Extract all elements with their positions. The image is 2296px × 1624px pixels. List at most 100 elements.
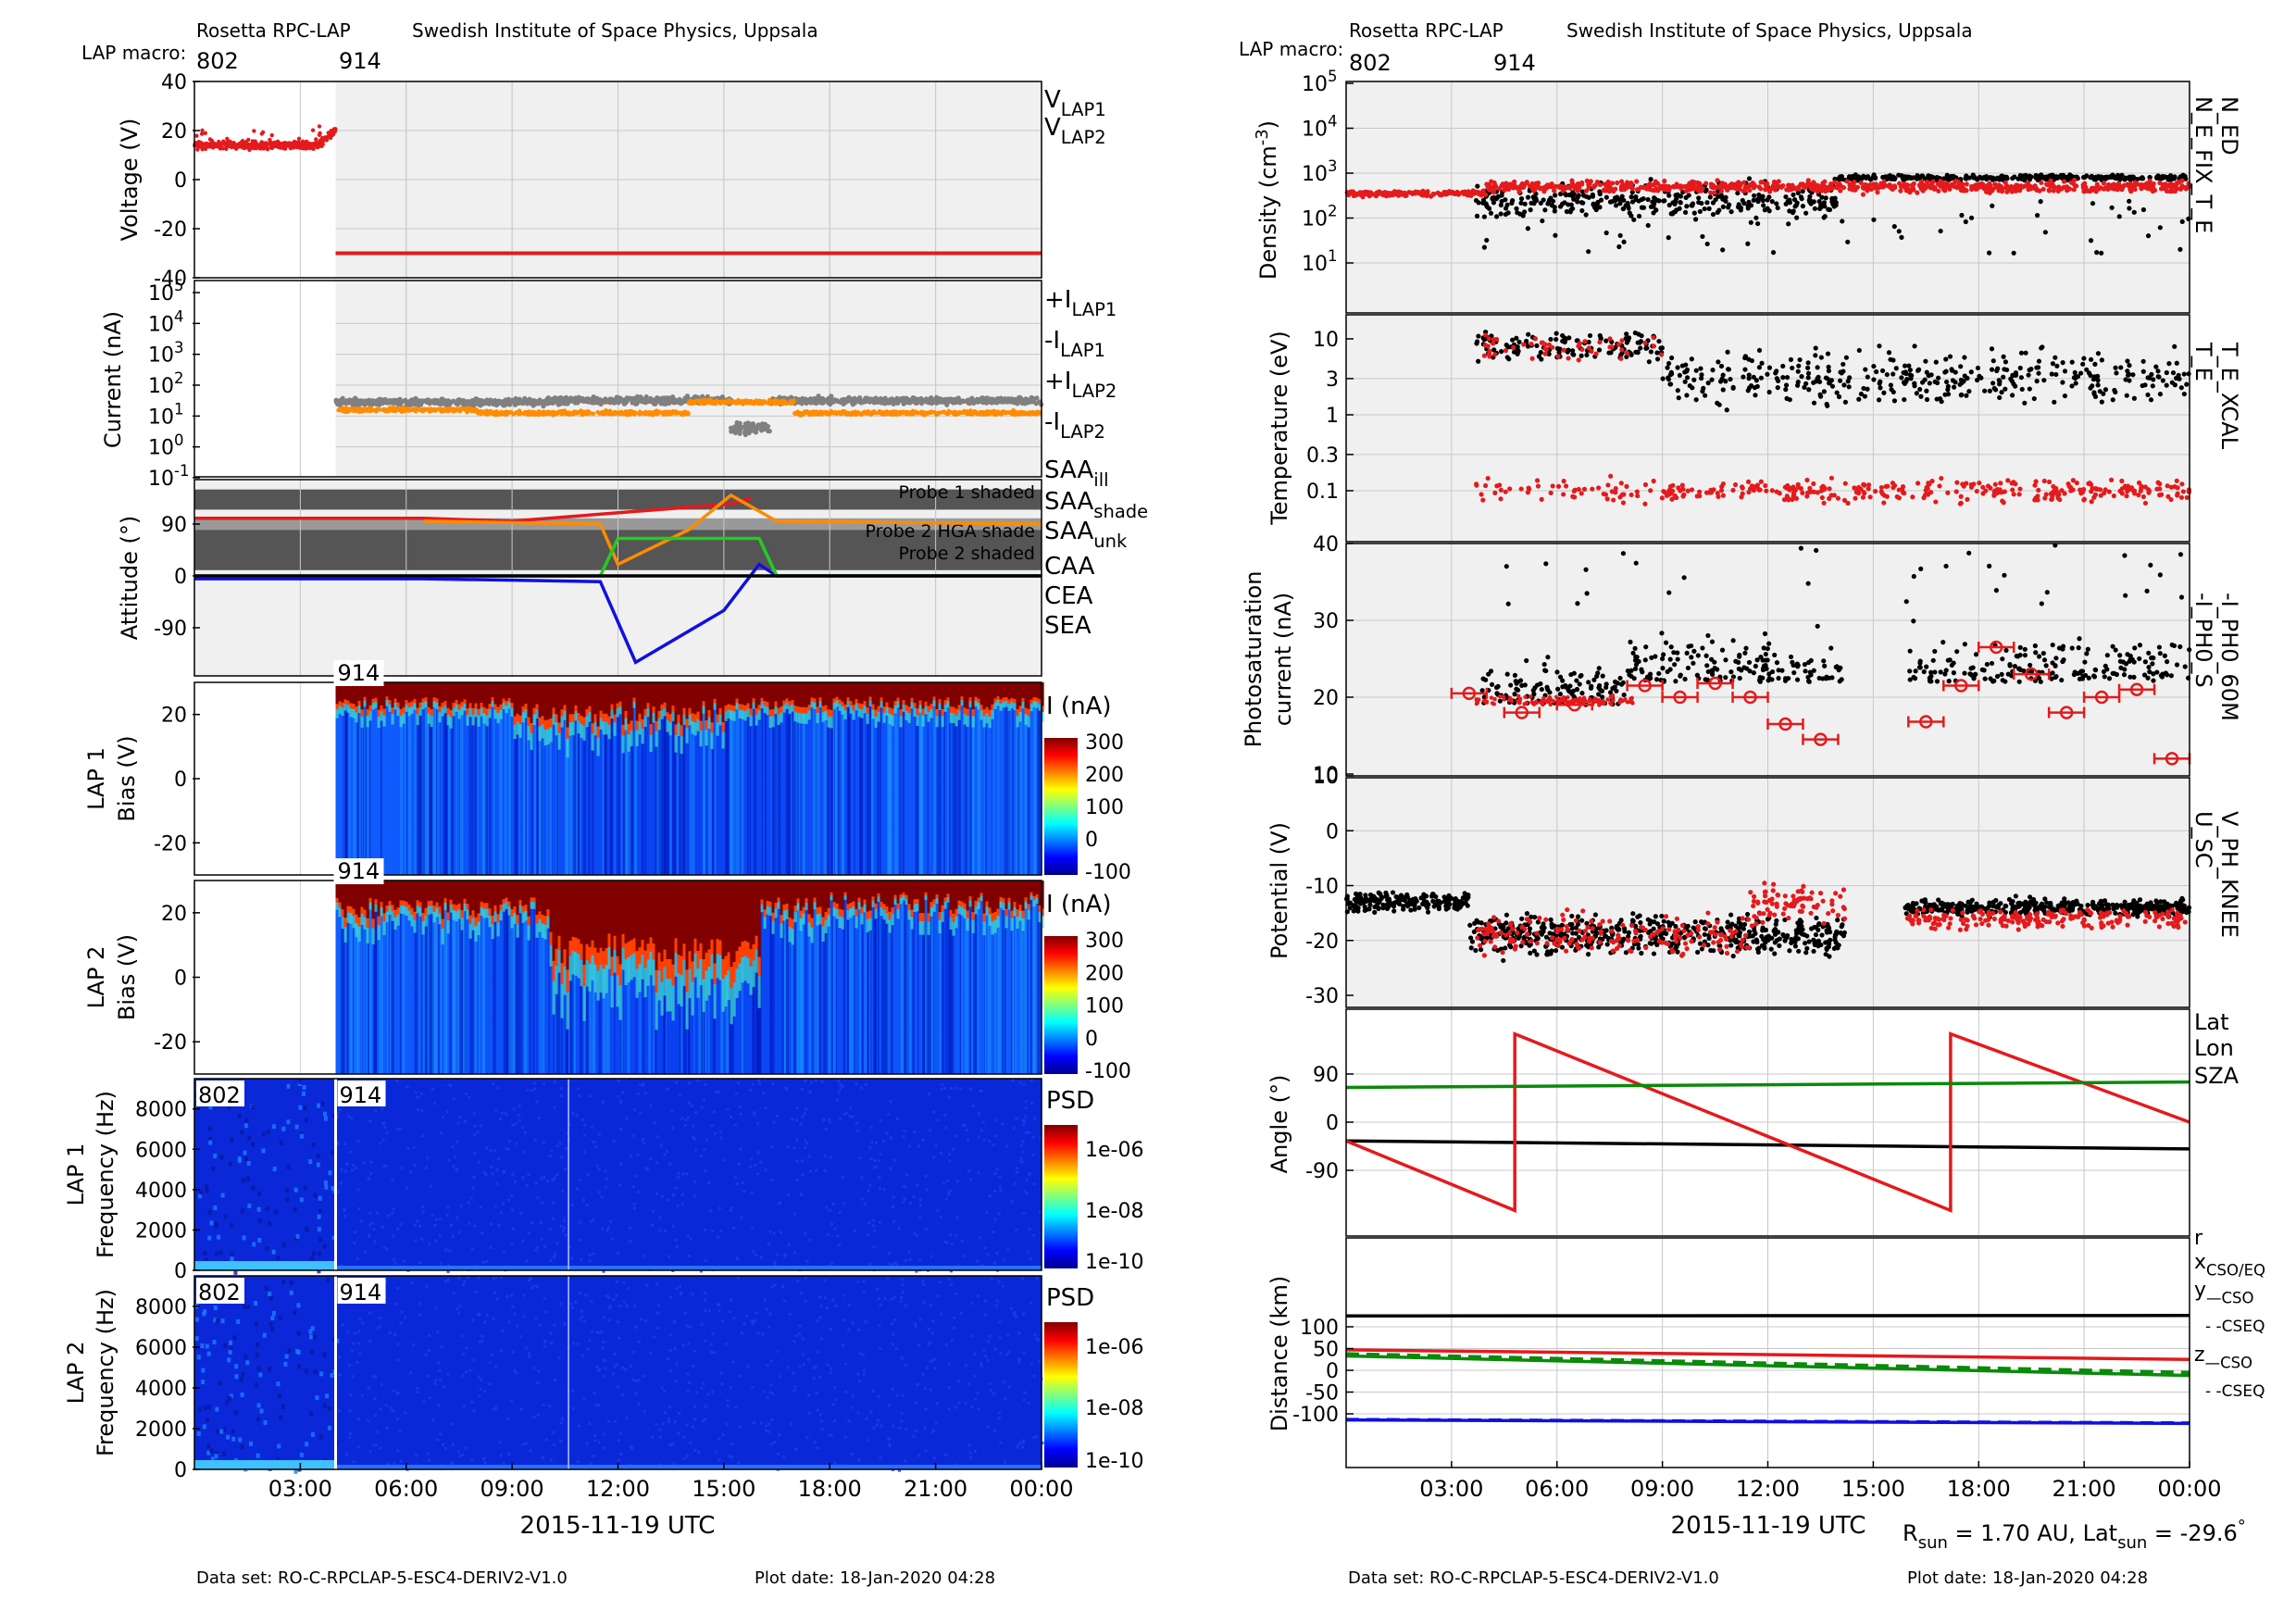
lap1-bias-sat-edge2	[363, 700, 367, 707]
lap2-bias-sat-col	[624, 881, 628, 943]
vlap2-point	[268, 137, 272, 143]
lap2-bias-sat-edge	[671, 964, 675, 986]
lap2-bias-sat-col	[555, 881, 558, 949]
lap1-bias-sat-col	[943, 682, 947, 701]
y-tick-label: 20	[161, 120, 187, 144]
lap2-bias-sat-col	[874, 881, 878, 904]
lap2-bias-sat-col	[560, 881, 564, 964]
ilap2-point	[805, 409, 810, 414]
lap2-bias-sat-edge	[877, 893, 880, 897]
lap2-bias-sat-edge2	[452, 909, 455, 920]
ilap1-point	[618, 398, 624, 404]
lap2-bias-sat-col	[491, 881, 494, 916]
lap1-bias-sat-col	[827, 682, 830, 710]
lap2-bias-sat-edge	[341, 909, 344, 918]
lap1-bias-sat-edge	[610, 704, 614, 710]
lap1-bias-sat-edge2	[927, 711, 930, 722]
lap2-bias-sat-col	[621, 881, 625, 934]
lap1-bias-streak	[1012, 682, 1014, 875]
lap1-bias-sat-col	[960, 682, 964, 697]
lap1-bias-sat-col	[807, 682, 811, 706]
ilap2-point	[651, 411, 656, 416]
lap2-bias-sat-col	[838, 881, 842, 909]
lap2-bias-sat-edge	[410, 907, 414, 916]
ilap1-point	[669, 398, 675, 404]
ilap2-point	[905, 411, 909, 417]
lap1-bias-sat-edge	[613, 714, 617, 723]
vlap2-point	[211, 141, 216, 145]
lap1-bias-sat-edge2	[485, 715, 489, 727]
lap1-bias-sat-edge	[588, 706, 592, 712]
lap2-bias-sat-edge	[713, 963, 717, 985]
lap2-bias-sat-edge	[385, 905, 389, 912]
lap2-bias-sat-edge	[357, 917, 361, 927]
lap2-bias-sat-col	[702, 881, 705, 960]
lap2-bias-sat-col	[716, 881, 719, 940]
lap1-bias-sat-col	[402, 682, 406, 707]
ilap1-point	[385, 400, 391, 406]
lap2-bias-sat-col	[616, 881, 619, 956]
lap1-bias-sat-edge2	[1021, 702, 1025, 709]
lap2-bias-sat-edge2	[771, 920, 775, 934]
lap2-bias-sat-col	[421, 881, 425, 914]
lap2-bias-sat-edge	[702, 959, 705, 980]
ilap1-point	[463, 401, 468, 406]
ilap1-point	[979, 397, 985, 403]
lap1-bias-sat-edge2	[996, 699, 1000, 706]
lap2-bias-sat-edge2	[480, 906, 483, 917]
lap1-bias-sat-col	[682, 682, 686, 708]
ilap1-point	[420, 398, 426, 404]
lap2-bias-sat-edge2	[560, 983, 564, 1018]
lap2-bias-sat-col	[827, 881, 830, 908]
lap1-bias-sat-col	[782, 682, 786, 701]
ilap2-point	[422, 407, 428, 413]
lap2-bias-sat-edge	[455, 905, 458, 912]
lap2-bias-sat-col	[696, 881, 700, 951]
lap2-bias-sat-edge2	[905, 898, 908, 906]
vlap2-point	[317, 132, 322, 137]
lap2-bias-sat-edge2	[377, 925, 381, 941]
lap2-bias-sat-edge2	[510, 916, 514, 929]
lap2-bias-sat-edge2	[846, 909, 850, 920]
vlap2-point	[304, 145, 309, 150]
lap2-bias-sat-col	[463, 881, 467, 899]
lap1-bias-sat-edge2	[474, 708, 478, 718]
lap2-bias-sat-col	[802, 881, 805, 907]
lap2-bias-sat-edge2	[416, 905, 419, 914]
lap2-bias-sat-edge	[535, 915, 539, 924]
lap1-bias-sat-edge	[627, 723, 630, 735]
lap2-bias-sat-edge	[677, 955, 680, 974]
lap1-bias-sat-edge	[988, 709, 992, 717]
legend-current-0: +ILAP1	[1044, 286, 1117, 320]
lap2-bias-sat-col	[435, 881, 439, 903]
lap1-bias-sat-edge2	[802, 713, 805, 724]
lap1-bias-sat-edge	[974, 696, 978, 701]
ilap2-point	[474, 408, 480, 414]
lap2-bias-sat-edge2	[368, 902, 372, 910]
left-macro-914: 914	[339, 48, 381, 74]
lap2-bias-sat-col	[868, 881, 872, 911]
lap2-bias-sat-edge2	[399, 905, 403, 914]
lap2-bias-sat-edge2	[841, 917, 844, 930]
ilap1-point	[729, 429, 734, 434]
lap1-bias-sat-edge2	[1027, 716, 1030, 728]
lap1-bias-streak	[422, 682, 425, 875]
lap1-bias-sat-edge	[396, 702, 400, 708]
lap2-bias-sat-col	[799, 881, 803, 911]
lap1-bias-sat-col	[977, 682, 980, 699]
lap1-bias-sat-edge	[482, 706, 486, 714]
lap2-bias-sat-edge	[710, 939, 714, 955]
lap1-bias-sat-edge	[643, 708, 647, 717]
lap1-bias-sat-edge	[518, 715, 522, 724]
ilap1-point	[911, 396, 917, 402]
lap1-bias-sat-col	[441, 682, 444, 703]
lap2-bias-sat-edge2	[882, 909, 886, 920]
lap2-bias-sat-edge	[527, 916, 530, 926]
lap2-bias-sat-edge2	[610, 975, 614, 1008]
lap1-bias-sat-edge	[449, 709, 453, 718]
lap1-bias-sat-col	[685, 682, 689, 719]
lap2-bias-sat-edge2	[755, 949, 758, 973]
lap2-bias-sat-edge2	[355, 922, 358, 938]
lap1-bias-sat-edge2	[563, 710, 567, 720]
